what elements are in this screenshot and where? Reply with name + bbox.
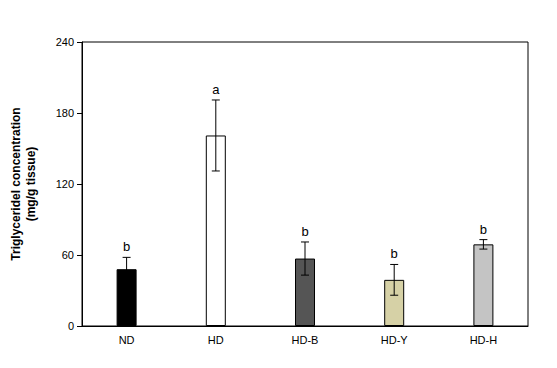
svg-text:ND: ND [119,334,135,346]
svg-text:HD-H: HD-H [470,334,498,346]
svg-text:Triglyceridel concentration: Triglyceridel concentration [9,107,23,260]
svg-text:a: a [212,82,220,97]
svg-text:120: 120 [56,178,74,190]
svg-text:b: b [480,222,487,237]
svg-text:b: b [123,239,130,254]
svg-text:180: 180 [56,107,74,119]
svg-text:HD-B: HD-B [292,334,319,346]
svg-text:HD-Y: HD-Y [381,334,409,346]
svg-text:b: b [301,224,308,239]
svg-text:60: 60 [62,249,74,261]
svg-text:HD: HD [208,334,224,346]
svg-text:0: 0 [68,320,74,332]
svg-text:(mg/g tissue): (mg/g tissue) [24,147,38,222]
svg-text:240: 240 [56,36,74,48]
svg-text:b: b [391,246,398,261]
